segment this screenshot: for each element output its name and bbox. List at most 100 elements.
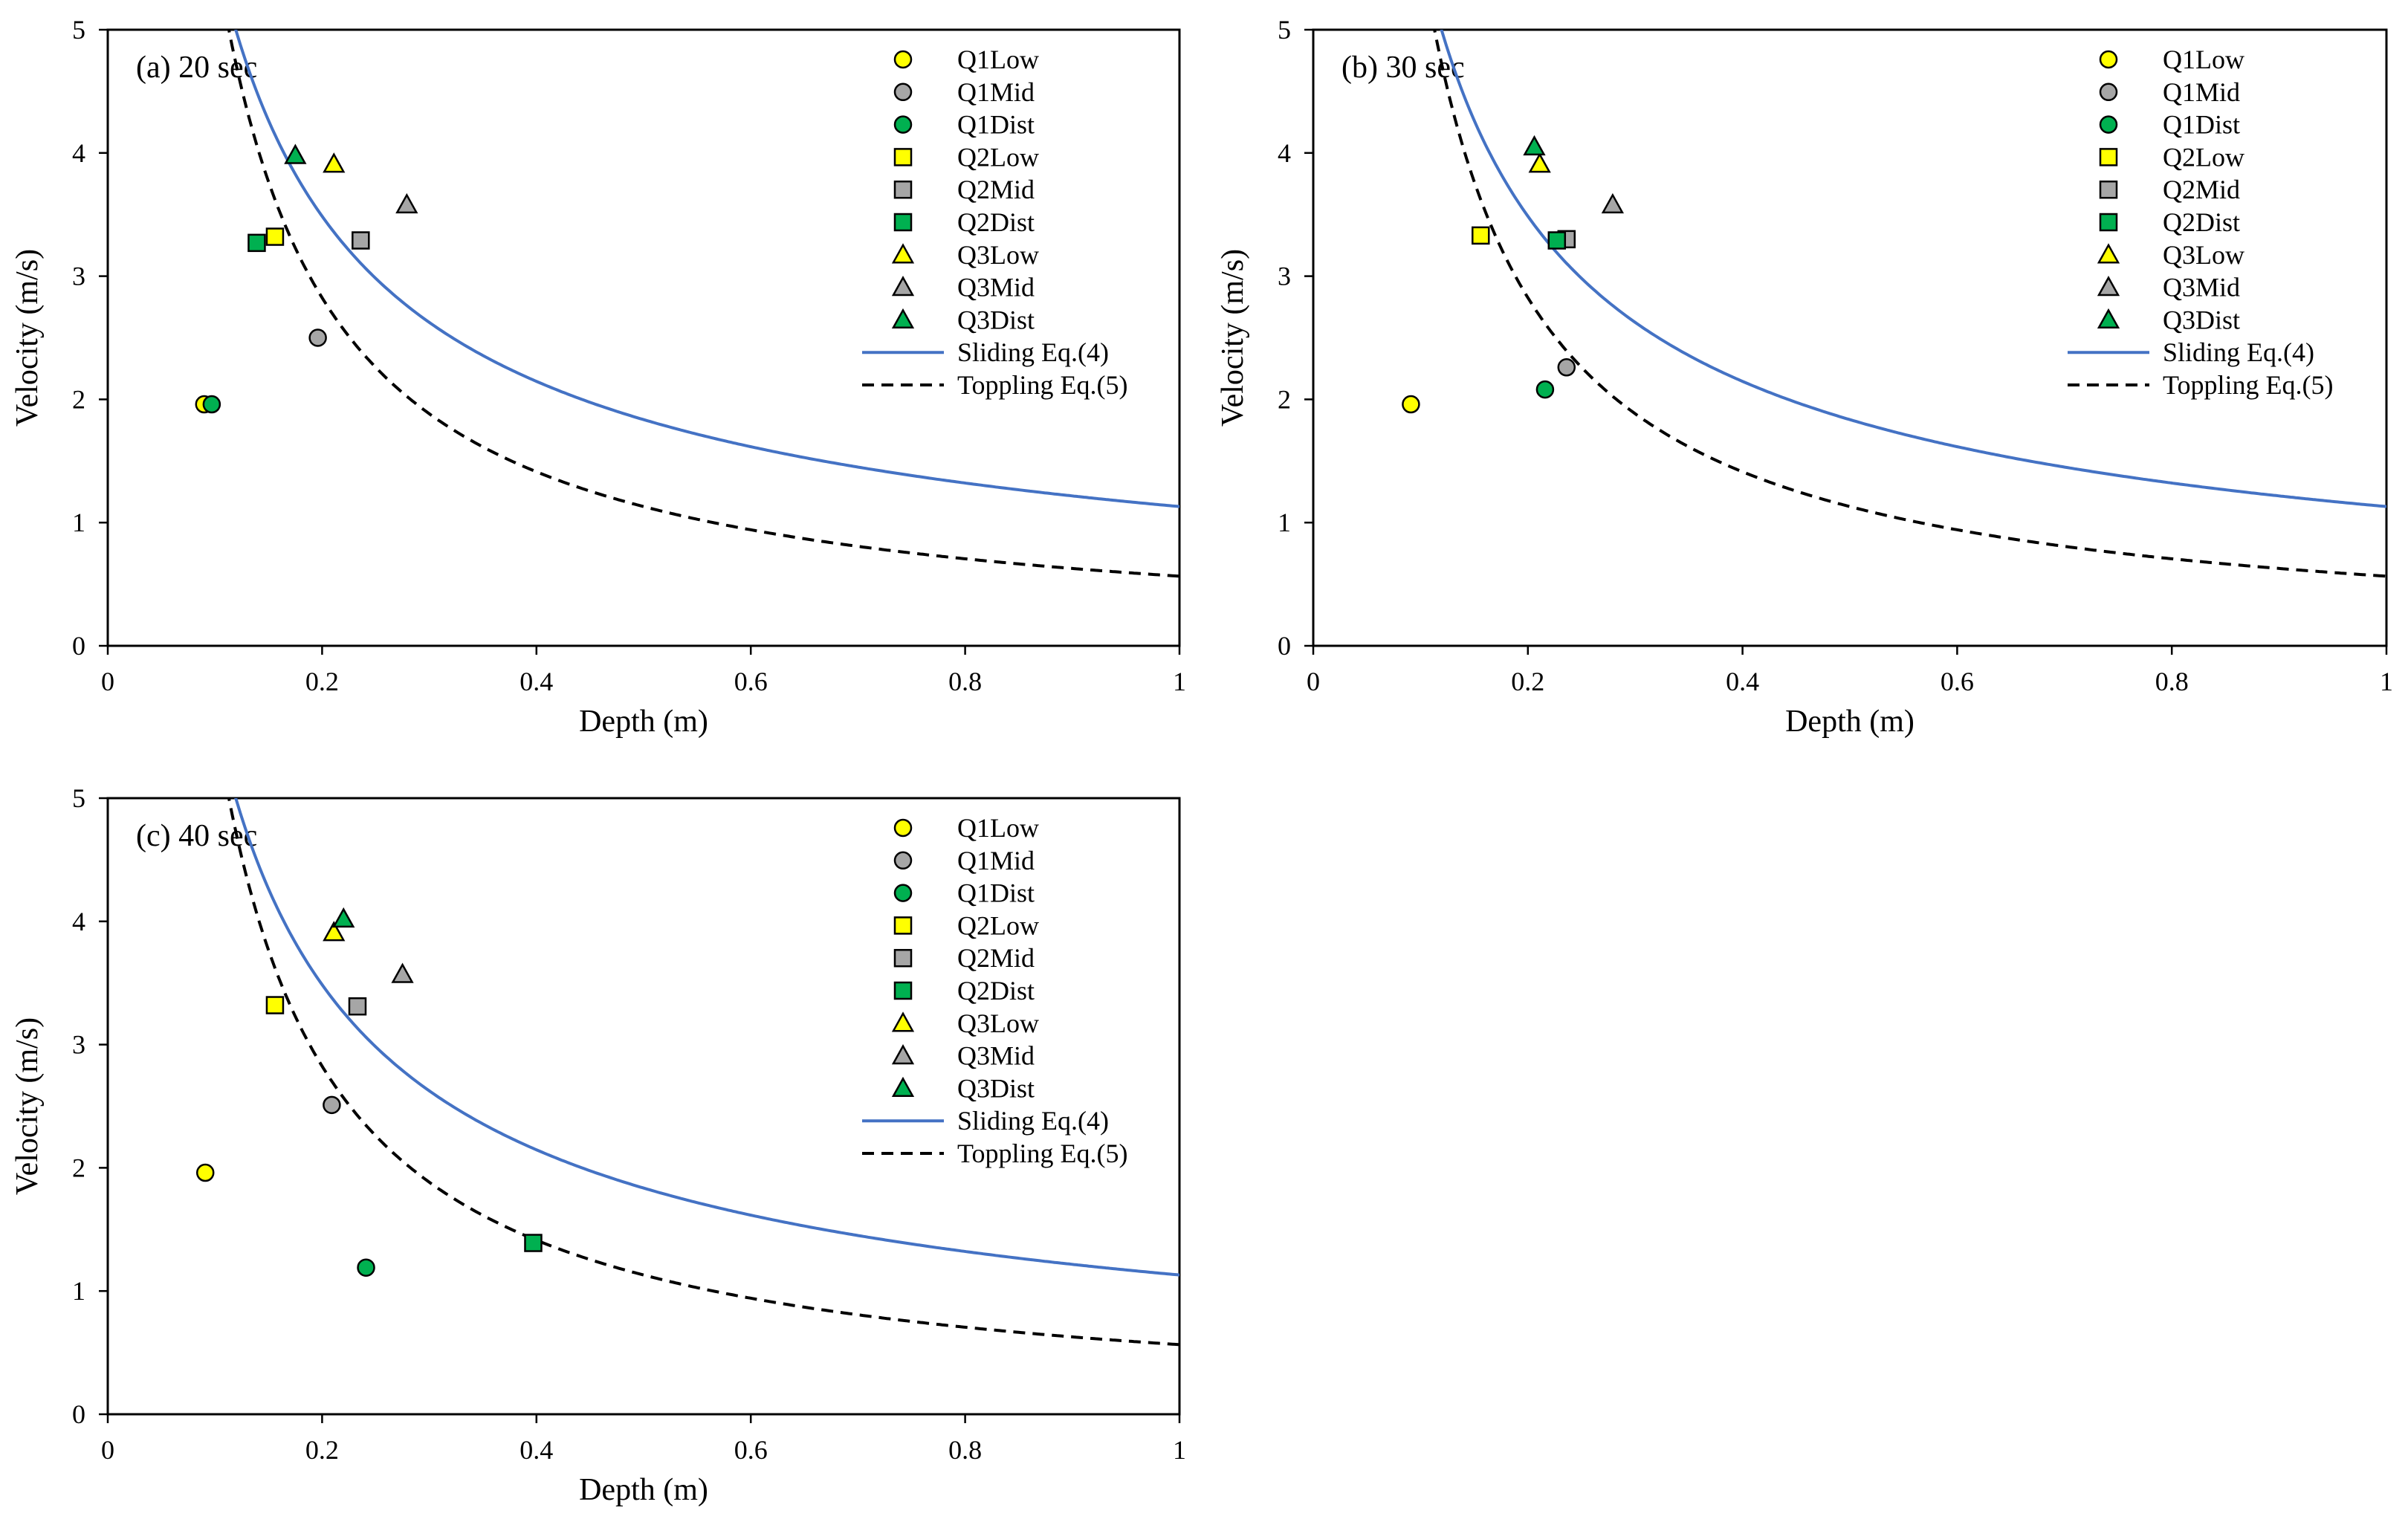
legend: Q1LowQ1MidQ1DistQ2LowQ2MidQ2DistQ3LowQ3M… [2068, 45, 2333, 400]
legend-marker-q1low [893, 50, 913, 69]
legend-label: Sliding Eq.(4) [957, 337, 1109, 367]
x-tick-label: 0.6 [734, 1435, 768, 1465]
y-tick-label: 1 [1278, 508, 1291, 537]
legend-label: Q2Low [2163, 142, 2244, 172]
legend-label: Toppling Eq.(5) [957, 370, 1127, 400]
legend-marker-q2dist [893, 981, 913, 1000]
legend-marker-q2low [2099, 148, 2118, 166]
legend-marker-q2dist [2099, 213, 2118, 232]
legend-marker-q2mid [893, 948, 913, 968]
x-tick-label: 0 [1307, 667, 1320, 696]
x-axis-title: Depth (m) [579, 1473, 708, 1507]
x-tick-label: 1 [2380, 667, 2393, 696]
legend-label: Q1Low [2163, 45, 2244, 74]
data-point-q1low [195, 1163, 215, 1182]
data-point-q2low [265, 996, 285, 1014]
x-axis-title: Depth (m) [579, 705, 708, 739]
sliding-curve [1440, 30, 2386, 508]
legend-label: Q3Mid [957, 273, 1035, 302]
x-tick-label: 0.4 [520, 1435, 553, 1465]
data-point-q3dist [332, 907, 355, 928]
legend-marker-q2low [893, 148, 913, 166]
legend-label: Q2Low [957, 910, 1039, 940]
legend-label: Q1Dist [957, 878, 1035, 908]
legend-label: Q1Low [957, 45, 1039, 74]
data-point-q1mid [323, 1095, 341, 1115]
legend-label: Q1Low [957, 813, 1039, 843]
legend-label: Q3Dist [957, 1073, 1035, 1103]
x-tick-label: 1 [1173, 1435, 1186, 1465]
data-point-q2dist [247, 233, 266, 253]
legend-marker-q2mid [2099, 180, 2118, 199]
x-tick-label: 0.4 [520, 667, 553, 696]
legend-marker-q2low [893, 916, 913, 935]
sliding-curve [234, 30, 1179, 508]
legend-label: Q3Low [957, 240, 1039, 270]
y-tick-label: 4 [72, 138, 85, 168]
data-point-q3low [323, 152, 346, 173]
legend-marker-q1mid [2099, 82, 2118, 102]
data-point-q2low [265, 227, 285, 246]
data-point-q2mid [352, 231, 370, 250]
y-tick-label: 4 [1278, 138, 1291, 168]
legend-marker-q3dist [891, 1076, 915, 1098]
data-point-q2dist [524, 1234, 543, 1252]
data-point-q3dist [1523, 135, 1546, 156]
data-point-q1low [1402, 395, 1420, 414]
legend-label: Q1Mid [957, 77, 1035, 107]
chart-panel-a: 0 0.2 0.4 0.6 0.8 1 0 1 2 3 4 5 Depth (m) Velocity (m… [10, 15, 1186, 739]
data-point-q3dist [284, 143, 307, 164]
x-tick-label: 0.2 [305, 1435, 339, 1465]
x-tick-label: 0.6 [1941, 667, 1974, 696]
x-axis-title: Depth (m) [1785, 705, 1915, 739]
legend-marker-q3dist [891, 308, 915, 329]
toppling-curve [227, 30, 1179, 578]
legend-marker-q3low [891, 1011, 915, 1032]
y-axis-title: Velocity (m/s) [10, 1017, 45, 1195]
data-point-q1dist [357, 1258, 375, 1277]
legend-label: Q1Dist [957, 110, 1035, 140]
y-tick-label: 0 [72, 631, 85, 661]
data-point-q2low [1472, 226, 1490, 245]
y-tick-label: 2 [72, 1153, 85, 1182]
y-tick-label: 5 [1278, 15, 1291, 45]
legend-marker-q3mid [2097, 276, 2120, 297]
legend-marker-q3low [2097, 243, 2120, 264]
legend-label: Q2Dist [957, 207, 1035, 237]
plot-frame [106, 797, 1181, 1416]
y-tick-label: 0 [72, 1399, 85, 1429]
x-tick-label: 0.2 [1511, 667, 1544, 696]
legend-label: Q3Low [957, 1008, 1039, 1038]
legend: Q1LowQ1MidQ1DistQ2LowQ2MidQ2DistQ3LowQ3M… [862, 813, 1127, 1168]
legend-marker-q1dist [2099, 115, 2118, 134]
legend-label: Q2Dist [2163, 207, 2240, 237]
legend-label: Toppling Eq.(5) [2163, 370, 2333, 400]
x-tick-label: 0.8 [948, 667, 982, 696]
data-point-q3mid [391, 962, 414, 983]
x-tick-label: 0.4 [1726, 667, 1759, 696]
legend-label: Q1Dist [2163, 110, 2240, 140]
y-tick-label: 1 [72, 1276, 85, 1306]
legend-marker-q3dist [2097, 308, 2120, 329]
legend-marker-q2dist [893, 213, 913, 232]
y-axis-title: Velocity (m/s) [10, 249, 45, 427]
legend-marker-q3mid [891, 1044, 915, 1065]
legend-label: Q1Mid [957, 846, 1035, 875]
legend-label: Q3Dist [957, 305, 1035, 334]
data-point-q1dist [202, 395, 221, 414]
toppling-curve [227, 798, 1179, 1347]
data-point-q2dist [1547, 231, 1567, 250]
y-tick-label: 2 [1278, 384, 1291, 414]
x-tick-label: 0.8 [2155, 667, 2189, 696]
legend-label: Q2Mid [2163, 175, 2240, 204]
legend-marker-q3mid [891, 276, 915, 297]
sliding-curve [234, 798, 1179, 1277]
data-point-q2mid [348, 997, 367, 1016]
legend-label: Q2Low [957, 142, 1039, 172]
data-point-q3mid [395, 192, 418, 214]
data-point-q3low [1528, 152, 1551, 173]
legend-marker-q1low [893, 818, 913, 838]
data-point-q3mid [1601, 192, 1625, 214]
y-tick-label: 3 [72, 1030, 85, 1060]
